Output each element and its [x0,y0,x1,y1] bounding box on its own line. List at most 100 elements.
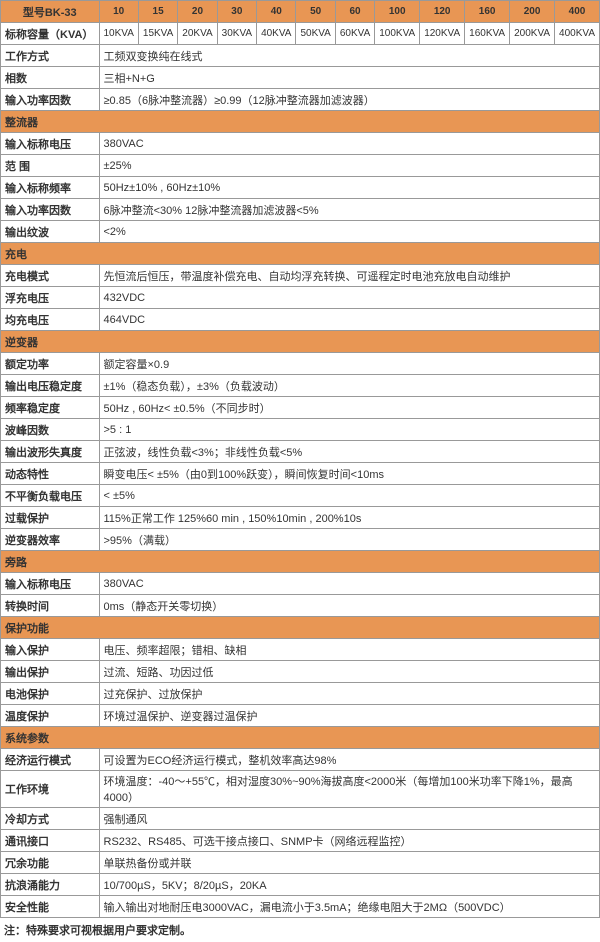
row-value: RS232、RS485、可选干接点接口、SNMP卡（网络远程监控） [99,830,600,852]
cap-h: 40 [257,1,296,23]
table-row: 相数三相+N+G [1,67,600,89]
row-value: 过充保护、过放保护 [99,683,600,705]
section-header: 整流器 [1,111,600,133]
footnote: 注：特殊要求可视根据用户要求定制。 [0,918,600,942]
row-label: 安全性能 [1,896,100,918]
cap-v: 20KVA [178,23,217,45]
row-value: 115%正常工作 125%60 min , 150%10min , 200%10… [99,507,600,529]
row-label: 输入保护 [1,639,100,661]
table-row: 抗浪涌能力10/700µS，5KV；8/20µS，20KA [1,874,600,896]
row-value: ±1%（稳态负载），±3%（负载波动） [99,375,600,397]
table-row: 电池保护过充保护、过放保护 [1,683,600,705]
table-row: 输入标称电压380VAC [1,133,600,155]
row-label: 范 围 [1,155,100,177]
row-value: ≥0.85（6脉冲整流器）≥0.99（12脉冲整流器加滤波器） [99,89,600,111]
table-row: 范 围±25% [1,155,600,177]
section-header: 系统参数 [1,727,600,749]
row-value: 6脉冲整流<30% 12脉冲整流器加滤波器<5% [99,199,600,221]
row-value: 先恒流后恒压，带温度补偿充电、自动均浮充转换、可遥程定时电池充放电自动维护 [99,265,600,287]
row-value: 过流、短路、功因过低 [99,661,600,683]
section-header: 保护功能 [1,617,600,639]
model-header: 型号BK-33 [1,1,100,23]
cap-v: 120KVA [420,23,465,45]
row-value: 10/700µS，5KV；8/20µS，20KA [99,874,600,896]
table-row: 波峰因数>5 : 1 [1,419,600,441]
table-row: 额定功率额定容量×0.9 [1,353,600,375]
row-value: 单联热备份或并联 [99,852,600,874]
cap-v: 400KVA [555,23,600,45]
cap-h: 20 [178,1,217,23]
table-row: 动态特性瞬变电压< ±5%（由0到100%跃变），瞬间恢复时间<10ms [1,463,600,485]
row-value: 环境过温保护、逆变器过温保护 [99,705,600,727]
row-label: 均充电压 [1,309,100,331]
row-value: 380VAC [99,133,600,155]
row-label: 工作环境 [1,771,100,808]
table-row: 工作方式工频双变换纯在线式 [1,45,600,67]
row-value: 工频双变换纯在线式 [99,45,600,67]
row-value: 额定容量×0.9 [99,353,600,375]
section-header: 旁路 [1,551,600,573]
table-row: 输入保护电压、频率超限；错相、缺相 [1,639,600,661]
table-row: 充电模式先恒流后恒压，带温度补偿充电、自动均浮充转换、可遥程定时电池充放电自动维… [1,265,600,287]
row-label: 抗浪涌能力 [1,874,100,896]
cap-v: 15KVA [138,23,177,45]
section-label: 整流器 [1,111,600,133]
row-value: 0ms（静态开关零切换） [99,595,600,617]
row-label: 工作方式 [1,45,100,67]
table-row: 输入标称电压380VAC [1,573,600,595]
section-header: 充电 [1,243,600,265]
cap-v: 100KVA [375,23,420,45]
table-row: 输入标称频率50Hz±10% , 60Hz±10% [1,177,600,199]
table-row: 温度保护环境过温保护、逆变器过温保护 [1,705,600,727]
row-label: 温度保护 [1,705,100,727]
row-label: 经济运行模式 [1,749,100,771]
table-row: 通讯接口RS232、RS485、可选干接点接口、SNMP卡（网络远程监控） [1,830,600,852]
section-header: 逆变器 [1,331,600,353]
row-label: 冗余功能 [1,852,100,874]
table-row: 输出波形失真度正弦波，线性负载<3%；非线性负载<5% [1,441,600,463]
table-row: 冗余功能单联热备份或并联 [1,852,600,874]
cap-h: 15 [138,1,177,23]
row-label: 输入功率因数 [1,199,100,221]
row-label: 不平衡负载电压 [1,485,100,507]
row-label: 浮充电压 [1,287,100,309]
row-label: 过载保护 [1,507,100,529]
table-row: 输出保护过流、短路、功因过低 [1,661,600,683]
row-label: 输出电压稳定度 [1,375,100,397]
table-row: 逆变器效率>95%（满载） [1,529,600,551]
row-label: 输入标称电压 [1,573,100,595]
row-value: 电压、频率超限；错相、缺相 [99,639,600,661]
row-value: 50Hz , 60Hz< ±0.5%（不同步时） [99,397,600,419]
row-label: 波峰因数 [1,419,100,441]
cap-h: 400 [555,1,600,23]
section-label: 旁路 [1,551,600,573]
table-row: 工作环境环境温度：-40～+55℃，相对湿度30%~90%海拔高度<2000米（… [1,771,600,808]
cap-h: 120 [420,1,465,23]
row-label: 输出纹波 [1,221,100,243]
row-value: 432VDC [99,287,600,309]
table-row: 输入功率因数6脉冲整流<30% 12脉冲整流器加滤波器<5% [1,199,600,221]
cap-h: 50 [296,1,335,23]
row-label: 标称容量（KVA） [1,23,100,45]
row-value: 380VAC [99,573,600,595]
cap-h: 100 [375,1,420,23]
row-value: <2% [99,221,600,243]
row-value: >5 : 1 [99,419,600,441]
row-label: 输入标称频率 [1,177,100,199]
row-value: 50Hz±10% , 60Hz±10% [99,177,600,199]
cap-v: 30KVA [217,23,256,45]
row-label: 相数 [1,67,100,89]
section-label: 充电 [1,243,600,265]
cap-v: 10KVA [99,23,138,45]
table-row: 浮充电压432VDC [1,287,600,309]
table-row: 不平衡负载电压< ±5% [1,485,600,507]
cap-h: 30 [217,1,256,23]
row-value: 464VDC [99,309,600,331]
row-value: 环境温度：-40～+55℃，相对湿度30%~90%海拔高度<2000米（每增加1… [99,771,600,808]
row-label: 输入标称电压 [1,133,100,155]
row-label: 输入功率因数 [1,89,100,111]
row-value: ±25% [99,155,600,177]
cap-v: 200KVA [510,23,555,45]
row-label: 通讯接口 [1,830,100,852]
row-value: 正弦波，线性负载<3%；非线性负载<5% [99,441,600,463]
